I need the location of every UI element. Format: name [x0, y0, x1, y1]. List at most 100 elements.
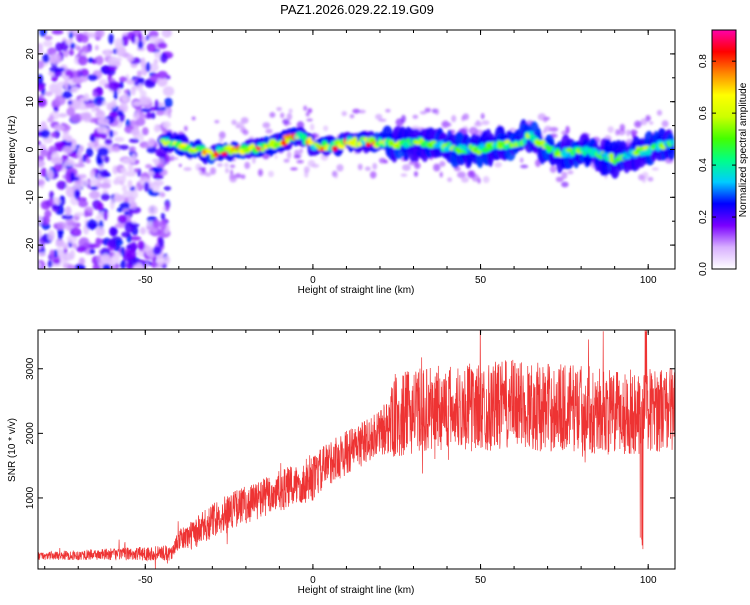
spectrogram-noise-blob: [149, 191, 160, 197]
spectrogram-faint-blob: [549, 165, 557, 173]
spectrogram-noise-blob: [153, 126, 162, 131]
spectrogram-noise-blob: [100, 253, 111, 264]
spectrogram-noise-blob: [66, 107, 76, 117]
spectrogram-faint-blob: [296, 160, 304, 164]
spectrogram-noise-blob: [125, 249, 137, 259]
spectrogram-faint-blob: [282, 118, 290, 125]
spectrogram-noise-blob: [39, 148, 49, 157]
spectrogram-noise-blob: [62, 252, 74, 261]
spectrogram-faint-blob: [419, 110, 427, 115]
spectrogram-noise-blob: [38, 241, 42, 250]
spectrogram-faint-blob: [520, 164, 529, 169]
spectrogram-noise-blob: [99, 169, 109, 178]
spectrogram-faint-blob: [567, 170, 574, 175]
spectrogram-faint-blob: [480, 113, 485, 120]
spectrogram-noise-blob: [120, 167, 127, 173]
spectrogram-faint-blob: [252, 155, 256, 164]
spectrogram-faint-blob: [401, 114, 406, 123]
spectrogram-faint-blob: [244, 161, 251, 170]
spectrogram-noise-blob: [79, 75, 89, 83]
spectrogram-faint-blob: [306, 118, 313, 122]
spectrogram-faint-blob: [561, 171, 568, 180]
spectrogram-noise-blob: [49, 249, 55, 258]
spectrogram-faint-blob: [225, 167, 230, 174]
x-tick-label: -50: [138, 275, 153, 286]
spectrogram-faint-blob: [656, 109, 663, 116]
spectrogram-faint-blob: [645, 115, 651, 122]
spectrogram-noise-blob: [89, 248, 96, 255]
spectrogram-ridge-core: [608, 152, 615, 159]
spectrogram-faint-blob: [286, 113, 293, 121]
spectrogram-noise-blob: [56, 180, 67, 190]
spectrogram-ridge-core: [220, 151, 228, 156]
colorbar-tick-label: 0.0: [698, 262, 709, 276]
spectrogram-noise-blob: [71, 143, 77, 151]
spectrogram-faint-blob: [234, 173, 242, 179]
spectrogram-faint-blob: [311, 163, 320, 168]
spectrogram-faint-blob: [257, 168, 263, 177]
spectrogram-faint-blob: [352, 108, 361, 114]
spectrogram-faint-blob: [414, 162, 421, 170]
spectrogram-faint-blob: [509, 128, 516, 132]
spectrogram-noise-blob: [56, 221, 67, 230]
spectrogram-noise-blob: [89, 190, 101, 200]
spectrogram-noise-blob: [86, 219, 98, 230]
spectrogram-noise-blob: [70, 176, 80, 182]
y-tick-label: 0: [25, 146, 36, 152]
spectrogram-noise-blob: [38, 97, 47, 108]
colorbar-tick-label: 0.6: [698, 106, 709, 120]
snr-panel: -50 0 50 100 1000 2000 3000 Height of straigh…: [7, 329, 676, 596]
spectrogram-noise-blob: [40, 200, 51, 210]
spectrogram-noise-blob: [117, 110, 124, 117]
spectrogram-noise-blob: [66, 234, 78, 244]
spectrogram-faint-blob: [307, 108, 313, 114]
spectrogram-noise-blob: [94, 30, 105, 38]
spectrogram-noise-blob: [108, 226, 118, 237]
spectrogram-noise-blob: [140, 108, 152, 113]
spectrogram-noise-blob: [132, 111, 140, 120]
spectrogram-noise-blob: [130, 86, 136, 96]
spectrogram-noise-blob: [113, 136, 125, 142]
spectrogram-noise-blob: [119, 102, 129, 113]
spectrogram-noise-blob: [136, 70, 142, 78]
spectrogram-noise-blob: [68, 31, 74, 39]
spectrogram-noise-blob: [110, 264, 118, 269]
spectrogram-noise-blob: [44, 209, 52, 218]
spectrogram-noise-blob: [65, 217, 75, 227]
spectrogram-faint-blob: [286, 151, 292, 159]
spectrogram-noise-blob: [41, 222, 51, 230]
spectrogram-faint-blob: [242, 129, 249, 136]
spectrogram-noise-blob: [118, 144, 130, 150]
spectrogram-faint-blob: [473, 122, 483, 127]
spectrogram-noise-blob: [114, 194, 125, 202]
spectrogram-noise-blob: [116, 46, 127, 57]
spectrogram-noise-blob: [121, 172, 127, 184]
snr-xlabel: Height of straight line (km): [298, 585, 415, 596]
spectrogram-noise-blob: [129, 236, 142, 241]
spectrogram-faint-blob: [280, 112, 285, 119]
spectrogram-noise-blob: [165, 201, 170, 212]
spectrogram-noise-blob: [85, 147, 94, 158]
colorbar-ticks: 0.0 0.2 0.4 0.6 0.8: [698, 54, 736, 276]
spectrogram-faint-blob: [447, 122, 452, 127]
spectrogram-noise-blob: [72, 242, 78, 249]
spectrogram-faint-blob: [276, 106, 283, 112]
y-tick-label: 1000: [25, 486, 36, 509]
spectrogram-ridge-core: [331, 145, 338, 152]
spectrogram-noise-blob: [65, 206, 72, 216]
spectrogram-faint-blob: [447, 177, 453, 183]
spectrogram-noise-blob: [155, 265, 161, 269]
spectrogram-noise-blob: [44, 91, 53, 97]
spectrogram-noise-blob: [64, 159, 76, 167]
x-tick-label: -50: [138, 575, 153, 586]
spectrogram-noise-blob: [87, 74, 98, 81]
spectrogram-ridge-core: [365, 142, 371, 147]
spectrogram-faint-blob: [369, 171, 377, 179]
spectrogram-faint-blob: [647, 176, 654, 182]
spectrogram-noise-blob: [117, 214, 128, 224]
spectrogram-image: [38, 30, 675, 269]
spectrogram-faint-blob: [268, 170, 274, 178]
spectrogram-faint-blob: [341, 110, 347, 117]
spectrogram-noise-blob: [147, 205, 158, 215]
spectrogram-noise-blob: [53, 106, 58, 112]
